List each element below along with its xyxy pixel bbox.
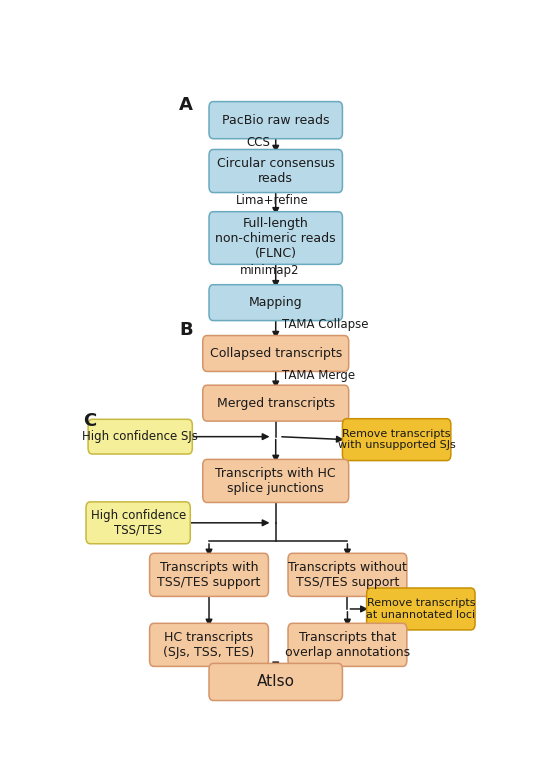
Text: minimap2: minimap2 xyxy=(240,264,300,277)
FancyBboxPatch shape xyxy=(209,284,342,321)
Text: HC transcripts
(SJs, TSS, TES): HC transcripts (SJs, TSS, TES) xyxy=(164,631,254,659)
Text: A: A xyxy=(179,96,193,114)
FancyBboxPatch shape xyxy=(288,553,407,597)
Text: Circular consensus
reads: Circular consensus reads xyxy=(217,157,335,185)
FancyBboxPatch shape xyxy=(203,385,349,421)
Text: PacBio raw reads: PacBio raw reads xyxy=(222,113,329,127)
Text: TAMA Merge: TAMA Merge xyxy=(282,369,355,382)
FancyBboxPatch shape xyxy=(203,336,349,371)
Text: TAMA Collapse: TAMA Collapse xyxy=(282,319,369,331)
FancyBboxPatch shape xyxy=(209,149,342,193)
Text: C: C xyxy=(83,412,97,430)
FancyBboxPatch shape xyxy=(88,420,192,454)
Text: CCS: CCS xyxy=(246,137,271,149)
FancyBboxPatch shape xyxy=(288,623,407,667)
Text: Full-length
non-chimeric reads
(FLNC): Full-length non-chimeric reads (FLNC) xyxy=(215,217,336,260)
FancyBboxPatch shape xyxy=(366,588,475,630)
Text: AtIso: AtIso xyxy=(257,674,295,689)
Text: Transcripts with
TSS/TES support: Transcripts with TSS/TES support xyxy=(157,561,261,589)
Text: High confidence SJs: High confidence SJs xyxy=(82,430,198,443)
Text: Transcripts with HC
splice junctions: Transcripts with HC splice junctions xyxy=(215,467,336,495)
FancyBboxPatch shape xyxy=(209,211,342,264)
Text: Lima+refine: Lima+refine xyxy=(236,194,309,207)
Text: Mapping: Mapping xyxy=(249,296,302,309)
Text: Merged transcripts: Merged transcripts xyxy=(217,396,335,409)
FancyBboxPatch shape xyxy=(209,664,342,701)
Text: High confidence
TSS/TES: High confidence TSS/TES xyxy=(90,509,186,537)
Text: Transcripts that
overlap annotations: Transcripts that overlap annotations xyxy=(285,631,410,659)
FancyBboxPatch shape xyxy=(209,102,342,139)
Text: Remove transcripts
with unsupported SJs: Remove transcripts with unsupported SJs xyxy=(338,429,456,451)
FancyBboxPatch shape xyxy=(342,419,451,461)
Text: Transcripts without
TSS/TES support: Transcripts without TSS/TES support xyxy=(288,561,407,589)
FancyBboxPatch shape xyxy=(203,459,349,503)
Text: Remove transcripts
at unannotated loci: Remove transcripts at unannotated loci xyxy=(366,598,476,620)
FancyBboxPatch shape xyxy=(150,623,268,667)
FancyBboxPatch shape xyxy=(150,553,268,597)
Text: B: B xyxy=(179,321,193,339)
Text: Collapsed transcripts: Collapsed transcripts xyxy=(210,347,342,360)
FancyBboxPatch shape xyxy=(86,502,190,544)
